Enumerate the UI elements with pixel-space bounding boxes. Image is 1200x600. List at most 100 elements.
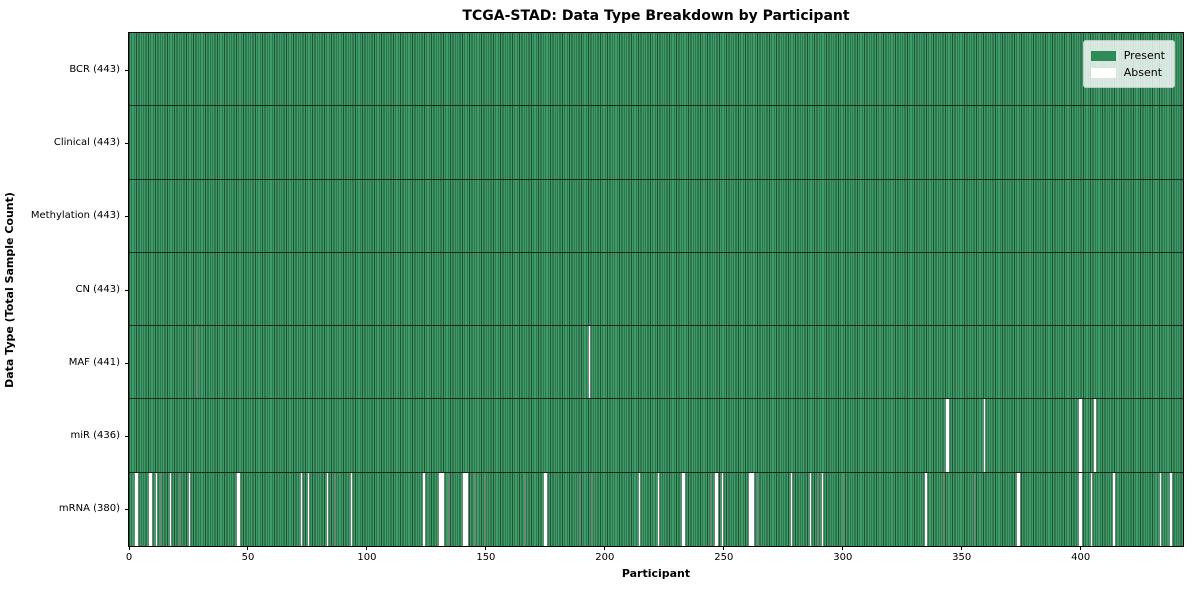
heatmap-row-maf bbox=[129, 326, 1183, 400]
absent-stripe bbox=[588, 326, 591, 399]
x-tick-mark bbox=[1080, 546, 1082, 550]
y-tick-label-cn: CN (443) bbox=[75, 283, 120, 295]
x-tick-label: 250 bbox=[714, 552, 734, 563]
y-tick-label-clinical: Clinical (443) bbox=[53, 136, 120, 148]
heatmap-row-mir bbox=[129, 399, 1183, 473]
x-tick-label: 300 bbox=[833, 552, 853, 563]
absent-stripe bbox=[483, 472, 486, 546]
absent-stripe bbox=[447, 472, 451, 546]
absent-stripe bbox=[155, 472, 158, 546]
y-tick-mark bbox=[125, 216, 129, 218]
y-tick-mark bbox=[125, 69, 129, 71]
absent-stripe bbox=[1078, 399, 1084, 472]
plot-area: Present Absent bbox=[128, 32, 1184, 547]
absent-stripe bbox=[421, 472, 427, 546]
y-tick-mark bbox=[125, 436, 129, 438]
absent-stripe bbox=[307, 472, 310, 546]
x-tick-label: 50 bbox=[241, 552, 255, 563]
absent-stripe bbox=[983, 399, 986, 472]
x-tick-label: 100 bbox=[357, 552, 377, 563]
absent-stripe bbox=[714, 472, 720, 546]
absent-stripe bbox=[236, 472, 241, 546]
x-tick-label: 400 bbox=[1071, 552, 1091, 563]
x-tick-label: 0 bbox=[125, 552, 133, 563]
x-axis-label: Participant bbox=[621, 567, 691, 580]
absent-stripe bbox=[590, 472, 593, 546]
absent-stripe bbox=[809, 472, 812, 546]
absent-stripe bbox=[178, 472, 182, 546]
absent-stripe bbox=[1092, 399, 1098, 472]
absent-stripe bbox=[973, 472, 976, 546]
absent-stripe bbox=[942, 472, 946, 546]
absent-stripe bbox=[1016, 472, 1022, 546]
x-tick-label: 200 bbox=[595, 552, 615, 563]
absent-stripe bbox=[1111, 472, 1117, 546]
x-tick-mark bbox=[366, 546, 368, 550]
absent-stripe bbox=[542, 472, 548, 546]
y-tick-label-mir: miR (436) bbox=[70, 430, 120, 442]
absent-stripe bbox=[816, 472, 819, 546]
absent-stripe bbox=[757, 472, 760, 546]
x-tick-mark bbox=[247, 546, 249, 550]
absent-stripe bbox=[300, 472, 303, 546]
absent-stripe bbox=[721, 472, 724, 546]
absent-stripe bbox=[945, 399, 950, 472]
y-tick-label-mrna: mRNA (380) bbox=[58, 503, 120, 515]
absent-stripe bbox=[133, 472, 139, 546]
absent-stripe bbox=[1090, 472, 1093, 546]
absent-stripe bbox=[578, 472, 582, 546]
heatmap-row-mrna bbox=[129, 472, 1183, 546]
x-tick-mark bbox=[485, 546, 487, 550]
x-tick-mark bbox=[842, 546, 844, 550]
absent-stripe bbox=[747, 472, 755, 546]
x-tick-label: 350 bbox=[952, 552, 972, 563]
x-tick-mark bbox=[128, 546, 130, 550]
absent-stripe bbox=[821, 472, 824, 546]
x-tick-mark bbox=[961, 546, 963, 550]
legend-swatch-present bbox=[1090, 50, 1116, 61]
absent-stripe bbox=[326, 472, 329, 546]
legend-item-absent: Absent bbox=[1090, 64, 1165, 81]
absent-stripe bbox=[1168, 472, 1174, 546]
absent-stripe bbox=[523, 472, 527, 546]
absent-stripe bbox=[169, 472, 172, 546]
absent-stripe bbox=[680, 472, 686, 546]
y-tick-label-bcr: BCR (443) bbox=[69, 63, 120, 75]
absent-stripe bbox=[333, 472, 336, 546]
chart-title: TCGA-STAD: Data Type Breakdown by Partic… bbox=[462, 8, 850, 24]
legend-label: Absent bbox=[1123, 66, 1163, 79]
absent-stripe bbox=[1078, 472, 1084, 546]
absent-stripe bbox=[1159, 472, 1162, 546]
legend-swatch-absent bbox=[1090, 67, 1116, 78]
legend: Present Absent bbox=[1082, 40, 1175, 88]
absent-stripe bbox=[462, 472, 470, 546]
absent-stripe bbox=[195, 326, 198, 399]
heatmap-row-clinical bbox=[129, 106, 1183, 180]
heatmap-row-methylation bbox=[129, 179, 1183, 253]
absent-stripe bbox=[709, 472, 712, 546]
absent-stripe bbox=[438, 472, 446, 546]
absent-stripe bbox=[923, 472, 929, 546]
absent-stripe bbox=[638, 472, 641, 546]
x-tick-mark bbox=[604, 546, 606, 550]
absent-stripe bbox=[188, 472, 191, 546]
heatmap-row-cn bbox=[129, 252, 1183, 327]
absent-stripe bbox=[473, 472, 477, 546]
heatmap-row-bcr bbox=[129, 33, 1183, 107]
y-tick-label-methylation: Methylation (443) bbox=[30, 210, 120, 222]
y-tick-mark bbox=[125, 289, 129, 291]
absent-stripe bbox=[657, 472, 660, 546]
absent-stripe bbox=[350, 472, 353, 546]
legend-label: Present bbox=[1123, 49, 1165, 62]
x-tick-mark bbox=[723, 546, 725, 550]
y-tick-mark bbox=[125, 509, 129, 511]
y-tick-mark bbox=[125, 362, 129, 364]
legend-item-present: Present bbox=[1090, 47, 1165, 64]
y-tick-mark bbox=[125, 142, 129, 144]
y-tick-label-maf: MAF (441) bbox=[68, 356, 120, 368]
absent-stripe bbox=[842, 472, 846, 546]
x-tick-label: 150 bbox=[476, 552, 496, 563]
absent-stripe bbox=[790, 472, 793, 546]
absent-stripe bbox=[148, 472, 153, 546]
